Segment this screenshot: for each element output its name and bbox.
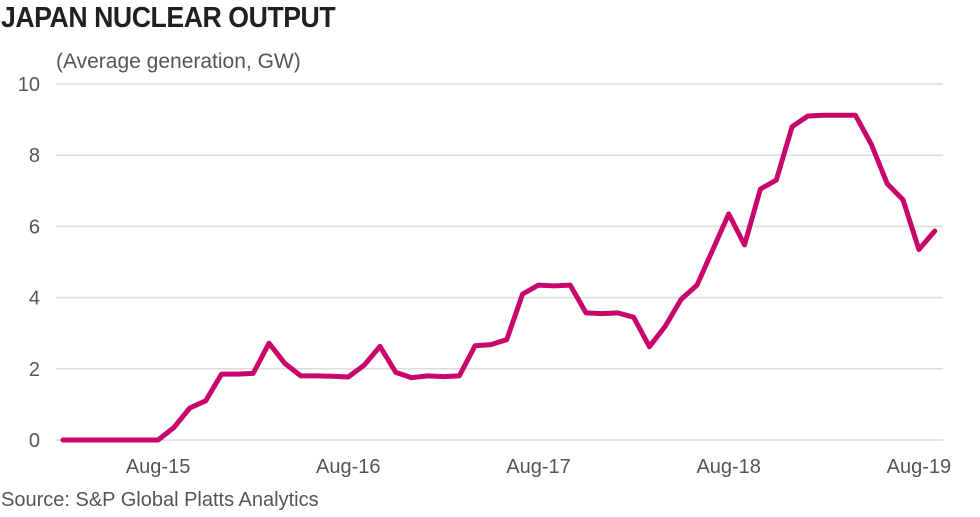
chart-title: JAPAN NUCLEAR OUTPUT [1,2,336,34]
series-line [60,112,938,443]
x-tick-label: Aug-17 [506,456,571,478]
x-tick-label: Aug-15 [126,456,191,478]
source-note: Source: S&P Global Platts Analytics [1,489,319,511]
x-tick-label: Aug-19 [887,456,952,478]
chart-subtitle: (Average generation, GW) [56,50,301,73]
x-tick-label: Aug-18 [696,456,761,478]
y-tick-label: 0 [29,430,40,452]
y-tick-label: 10 [18,74,40,96]
y-tick-label: 6 [29,216,40,238]
y-tick-label: 4 [29,288,40,310]
y-tick-label: 8 [29,145,40,167]
y-tick-label: 2 [29,359,40,381]
x-tick-label: Aug-16 [316,456,381,478]
